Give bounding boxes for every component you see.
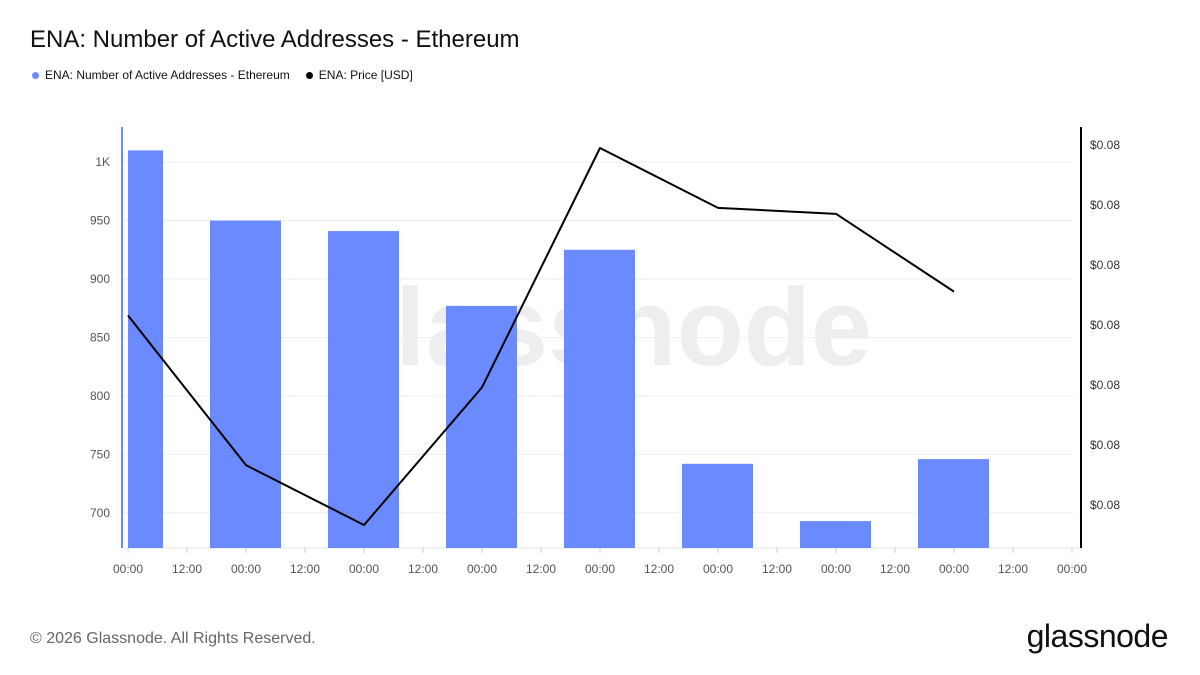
bar-active-addresses xyxy=(210,220,281,549)
x-tick-label: 00:00 xyxy=(585,562,615,576)
x-tick-label: 00:00 xyxy=(703,562,733,576)
y-tick-label-right: $0.08 xyxy=(1090,498,1120,512)
y-tick-label-right: $0.08 xyxy=(1090,198,1120,212)
legend-dot-price xyxy=(305,71,313,79)
x-tick-label: 12:00 xyxy=(880,562,910,576)
legend-item-active-addresses[interactable]: ENA: Number of Active Addresses - Ethere… xyxy=(32,68,290,82)
legend-item-price[interactable]: ENA: Price [USD] xyxy=(305,68,413,82)
bar-active-addresses xyxy=(800,521,871,548)
bar-active-addresses xyxy=(682,463,753,548)
y-tick-label-right: $0.08 xyxy=(1090,138,1120,152)
x-tick-label: 00:00 xyxy=(231,562,261,576)
copyright-text: © 2026 Glassnode. All Rights Reserved. xyxy=(30,630,316,647)
x-tick-label: 00:00 xyxy=(349,562,379,576)
y-tick-label-left: 800 xyxy=(90,389,110,403)
bar-active-addresses xyxy=(128,150,163,548)
bar-active-addresses xyxy=(446,305,517,548)
x-tick-label: 12:00 xyxy=(172,562,202,576)
x-tick-label: 12:00 xyxy=(290,562,320,576)
y-tick-label-right: $0.08 xyxy=(1090,438,1120,452)
glassnode-logo: glassnode xyxy=(1026,618,1169,654)
y-tick-label-left: 950 xyxy=(90,214,110,228)
y-tick-label-left: 900 xyxy=(90,272,110,286)
bar-active-addresses xyxy=(328,231,399,548)
legend-label-price: ENA: Price [USD] xyxy=(318,68,413,82)
y-tick-label-left: 700 xyxy=(90,506,110,520)
x-tick-label: 00:00 xyxy=(939,562,969,576)
price-line xyxy=(127,147,955,526)
x-tick-label: 00:00 xyxy=(113,562,143,576)
x-tick-label: 12:00 xyxy=(644,562,674,576)
bar-active-addresses xyxy=(918,459,989,548)
y-tick-label-left: 1K xyxy=(95,155,110,169)
y-tick-label-left: 750 xyxy=(90,447,110,461)
bar-active-addresses xyxy=(564,249,635,548)
y-tick-label-left: 850 xyxy=(90,331,110,345)
y-tick-label-right: $0.08 xyxy=(1090,318,1120,332)
y-tick-label-right: $0.08 xyxy=(1090,258,1120,272)
x-tick-label: 12:00 xyxy=(998,562,1028,576)
x-tick-label: 12:00 xyxy=(526,562,556,576)
legend: ENA: Number of Active Addresses - Ethere… xyxy=(32,68,413,82)
x-tick-label: 00:00 xyxy=(1057,562,1087,576)
legend-label-active-addresses: ENA: Number of Active Addresses - Ethere… xyxy=(45,68,290,82)
x-tick-label: 00:00 xyxy=(821,562,851,576)
x-tick-label: 12:00 xyxy=(408,562,438,576)
x-tick-label: 00:00 xyxy=(467,562,497,576)
y-tick-label-right: $0.08 xyxy=(1090,378,1120,392)
chart-title: ENA: Number of Active Addresses - Ethere… xyxy=(30,26,520,53)
legend-dot-active-addresses xyxy=(32,71,39,79)
x-tick-label: 12:00 xyxy=(762,562,792,576)
